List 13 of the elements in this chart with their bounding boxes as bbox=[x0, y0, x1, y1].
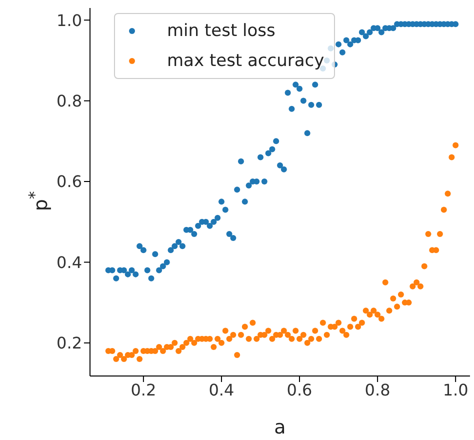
x-tick-label: 0.2 bbox=[130, 380, 156, 400]
x-tick-label: 0.8 bbox=[364, 380, 390, 400]
y-tick-label: 0.4 bbox=[56, 252, 82, 272]
y-tick-label: 0.8 bbox=[56, 91, 82, 110]
x-tick-label: 0.6 bbox=[286, 380, 312, 400]
legend-label: max test accuracy bbox=[167, 50, 324, 73]
y-tick-label: 0.2 bbox=[56, 334, 82, 353]
y-tick-label: 1.0 bbox=[56, 10, 82, 30]
legend-label: min test loss bbox=[167, 20, 276, 43]
x-tick-label: 1.0 bbox=[442, 380, 468, 400]
y-tick-label: 0.6 bbox=[56, 172, 82, 192]
x-axis-title: a bbox=[274, 416, 286, 438]
x-tick-label: 0.4 bbox=[208, 380, 234, 400]
